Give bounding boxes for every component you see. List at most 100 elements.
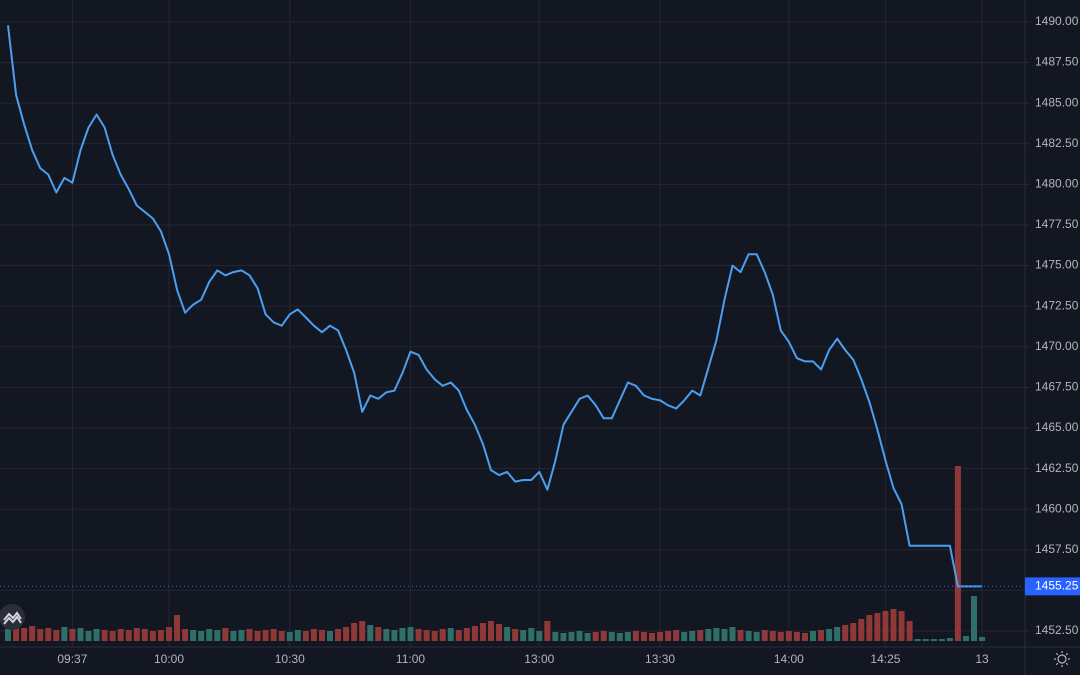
y-tick-label: 1452.50 [1035, 623, 1079, 637]
volume-bar [906, 621, 913, 641]
x-tick-label: 11:00 [396, 652, 425, 666]
volume-bar [544, 621, 551, 641]
volume-bar [673, 630, 680, 641]
y-tick-label: 1467.50 [1035, 380, 1079, 394]
volume-bar [568, 632, 575, 641]
y-tick-label: 1465.00 [1035, 420, 1079, 434]
volume-bar [866, 615, 873, 641]
volume-bar [705, 629, 712, 641]
x-tick-label: 10:30 [275, 652, 305, 666]
volume-bar [576, 631, 583, 641]
volume-bar [479, 623, 486, 641]
volume-bar [117, 629, 124, 641]
y-tick-label: 1460.00 [1035, 501, 1079, 515]
volume-bar [230, 631, 237, 641]
y-tick-label: 1482.50 [1035, 136, 1079, 150]
volume-bar [141, 629, 148, 641]
volume-bar [938, 639, 945, 641]
volume-bar [600, 631, 607, 641]
volume-bar [407, 627, 414, 641]
volume-bar [592, 632, 599, 641]
volume-bar [310, 629, 317, 641]
volume-bar [632, 631, 639, 641]
volume-bar [29, 626, 36, 641]
y-tick-label: 1475.00 [1035, 258, 1079, 272]
y-tick-label: 1470.00 [1035, 339, 1079, 353]
volume-bar [769, 631, 776, 641]
last-price-tag [1025, 577, 1080, 596]
volume-bar [182, 629, 189, 641]
volume-bar [616, 633, 623, 641]
volume-bar [528, 628, 535, 641]
volume-bar [206, 629, 213, 641]
volume-bar [954, 466, 961, 641]
x-tick-label: 13 [975, 652, 989, 666]
volume-bar [318, 630, 325, 641]
volume-bar [882, 611, 889, 641]
volume-bar [810, 631, 816, 641]
volume-bar [133, 628, 140, 641]
volume-bar [190, 630, 197, 641]
volume-bar [45, 628, 52, 641]
volume-bar [512, 629, 519, 641]
volume-bar [77, 628, 84, 641]
volume-bar [53, 630, 60, 641]
volume-bar [463, 628, 470, 641]
volume-bar [488, 621, 494, 641]
volume-bar [858, 619, 865, 641]
volume-bar [109, 631, 116, 641]
volume-bar [423, 630, 430, 641]
volume-bar [343, 627, 350, 641]
volume-bar [166, 627, 172, 641]
volume-bar [681, 632, 688, 641]
volume-bar [37, 629, 44, 641]
volume-bar [471, 626, 478, 641]
volume-bar [874, 613, 881, 641]
volume-bar [753, 632, 760, 641]
volume-bar [335, 629, 342, 641]
volume-bar [294, 630, 301, 641]
volume-bar [721, 629, 728, 641]
y-tick-label: 1472.50 [1035, 298, 1079, 312]
volume-bar [270, 629, 277, 641]
volume-bar [61, 627, 68, 641]
volume-bar [818, 630, 825, 641]
volume-bar [198, 631, 205, 641]
volume-bar [93, 629, 100, 641]
volume-bar [745, 631, 752, 641]
volume-bar [21, 628, 28, 641]
volume-bar [254, 631, 261, 641]
volume-bar [713, 628, 720, 641]
volume-bar [729, 627, 736, 641]
volume-bar [801, 633, 808, 641]
volume-bar [971, 596, 977, 641]
volume-bar [69, 629, 76, 641]
volume-bar [431, 631, 438, 641]
grid [0, 0, 1025, 647]
volume-bar [930, 639, 937, 641]
volume-bar [761, 630, 768, 641]
volume-bar [302, 631, 309, 641]
x-tick-label: 09:37 [57, 652, 87, 666]
volume-bar [624, 632, 631, 641]
y-tick-label: 1457.50 [1035, 542, 1079, 556]
volume-bar [826, 629, 833, 641]
volume-bar [455, 630, 462, 641]
settings-icon[interactable] [1054, 651, 1070, 667]
volume-bar [834, 627, 841, 641]
volume-bar [979, 637, 986, 641]
volume-bar [737, 630, 744, 641]
volume-bar [375, 627, 382, 641]
logo [0, 604, 25, 630]
y-tick-label: 1485.00 [1035, 95, 1079, 109]
volume-bar [262, 630, 269, 641]
volume-bar [383, 629, 390, 641]
volume-bar [649, 633, 655, 641]
volume-bar [125, 630, 132, 641]
axes: 1452.501455.001457.501460.001462.501465.… [57, 14, 1080, 666]
volume-bar [327, 631, 333, 641]
volume-bar [777, 632, 784, 641]
